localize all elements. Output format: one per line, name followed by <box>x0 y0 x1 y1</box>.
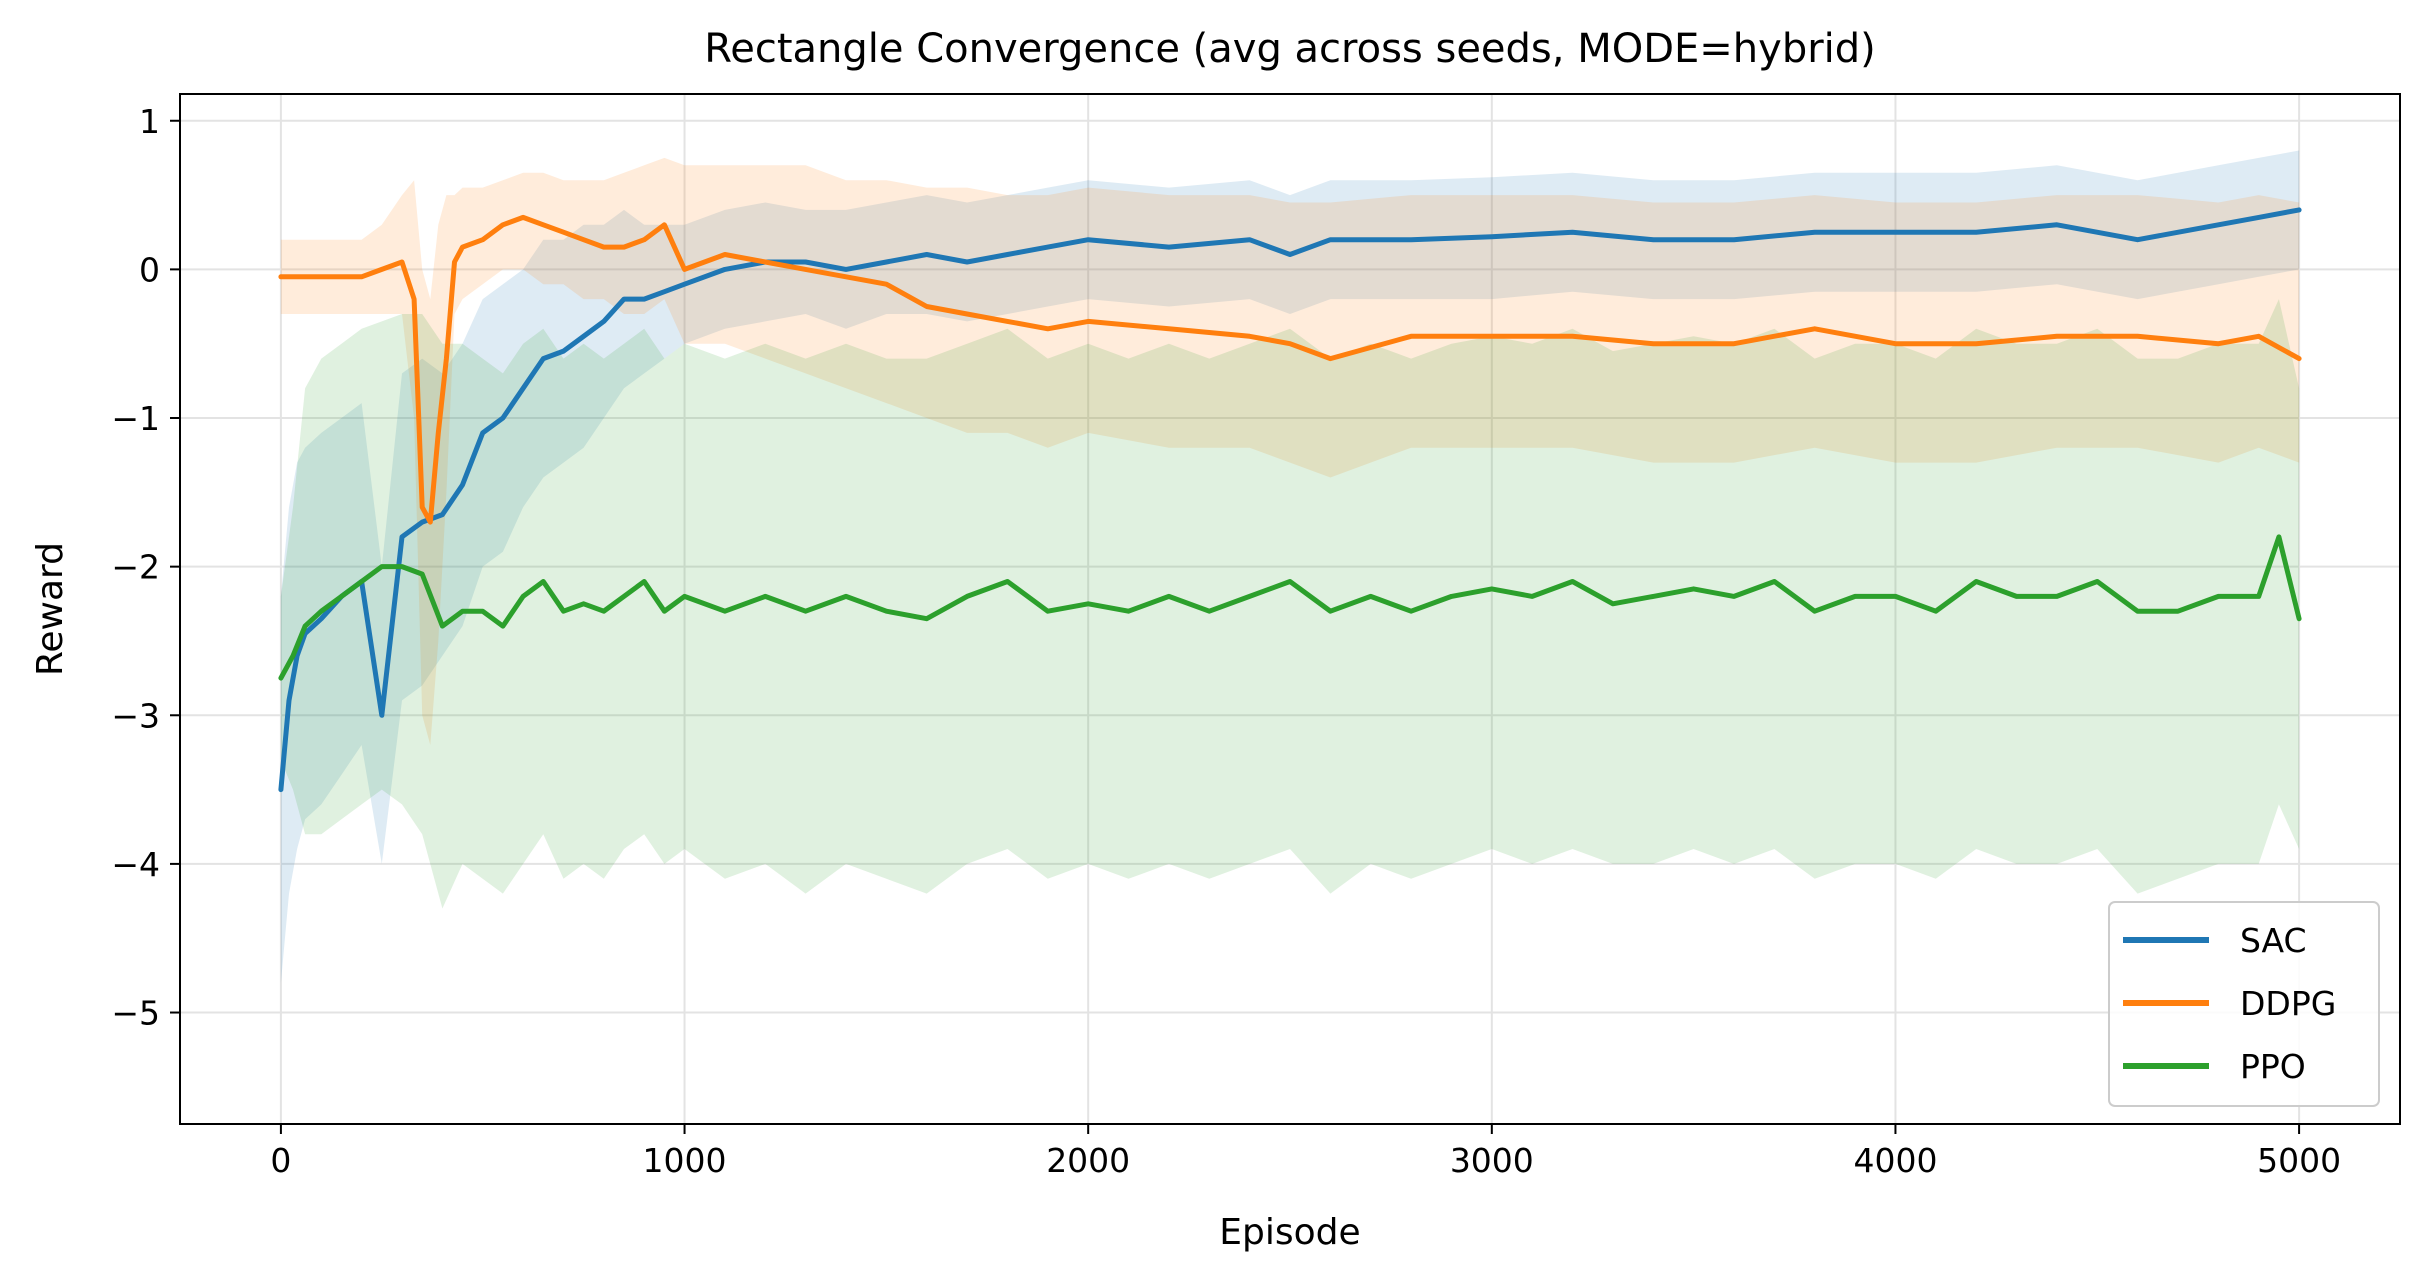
legend: SAC DDPG PPO <box>2108 901 2380 1107</box>
legend-box <box>2108 901 2380 1107</box>
x-tick-label: 1000 <box>643 1141 727 1180</box>
chart-title: Rectangle Convergence (avg across seeds,… <box>704 26 1876 72</box>
x-axis-label: Episode <box>1219 1212 1360 1253</box>
x-tick-label: 5000 <box>2257 1141 2341 1180</box>
legend-label-sac: SAC <box>2240 921 2307 960</box>
legend-label-ppo: PPO <box>2240 1047 2306 1086</box>
y-axis-label: Reward <box>30 542 71 676</box>
y-tick-label: −1 <box>111 399 160 438</box>
x-tick-label: 3000 <box>1450 1141 1534 1180</box>
x-axis-ticks: 0 1000 2000 3000 4000 5000 <box>270 1124 2341 1180</box>
line-sac <box>278 207 2302 793</box>
y-tick-label: −5 <box>111 994 160 1033</box>
line-ppo <box>278 534 2302 681</box>
band-ddpg <box>280 157 2300 745</box>
y-tick-label: −2 <box>111 548 160 587</box>
y-tick-label: 0 <box>139 250 160 289</box>
grid <box>180 94 2400 1124</box>
series-lines <box>278 207 2302 793</box>
x-tick-label: 2000 <box>1046 1141 1130 1180</box>
x-tick-label: 0 <box>270 1141 291 1180</box>
legend-label-ddpg: DDPG <box>2240 984 2336 1023</box>
y-tick-label: −3 <box>111 696 160 735</box>
plot-frame <box>179 93 2401 1125</box>
y-tick-label: −4 <box>111 845 160 884</box>
y-axis-ticks: 1 0 −1 −2 −3 −4 −5 <box>111 102 180 1033</box>
x-tick-label: 4000 <box>1853 1141 1937 1180</box>
y-tick-label: 1 <box>139 102 160 141</box>
band-ppo <box>280 299 2300 909</box>
line-ddpg <box>278 214 2302 525</box>
